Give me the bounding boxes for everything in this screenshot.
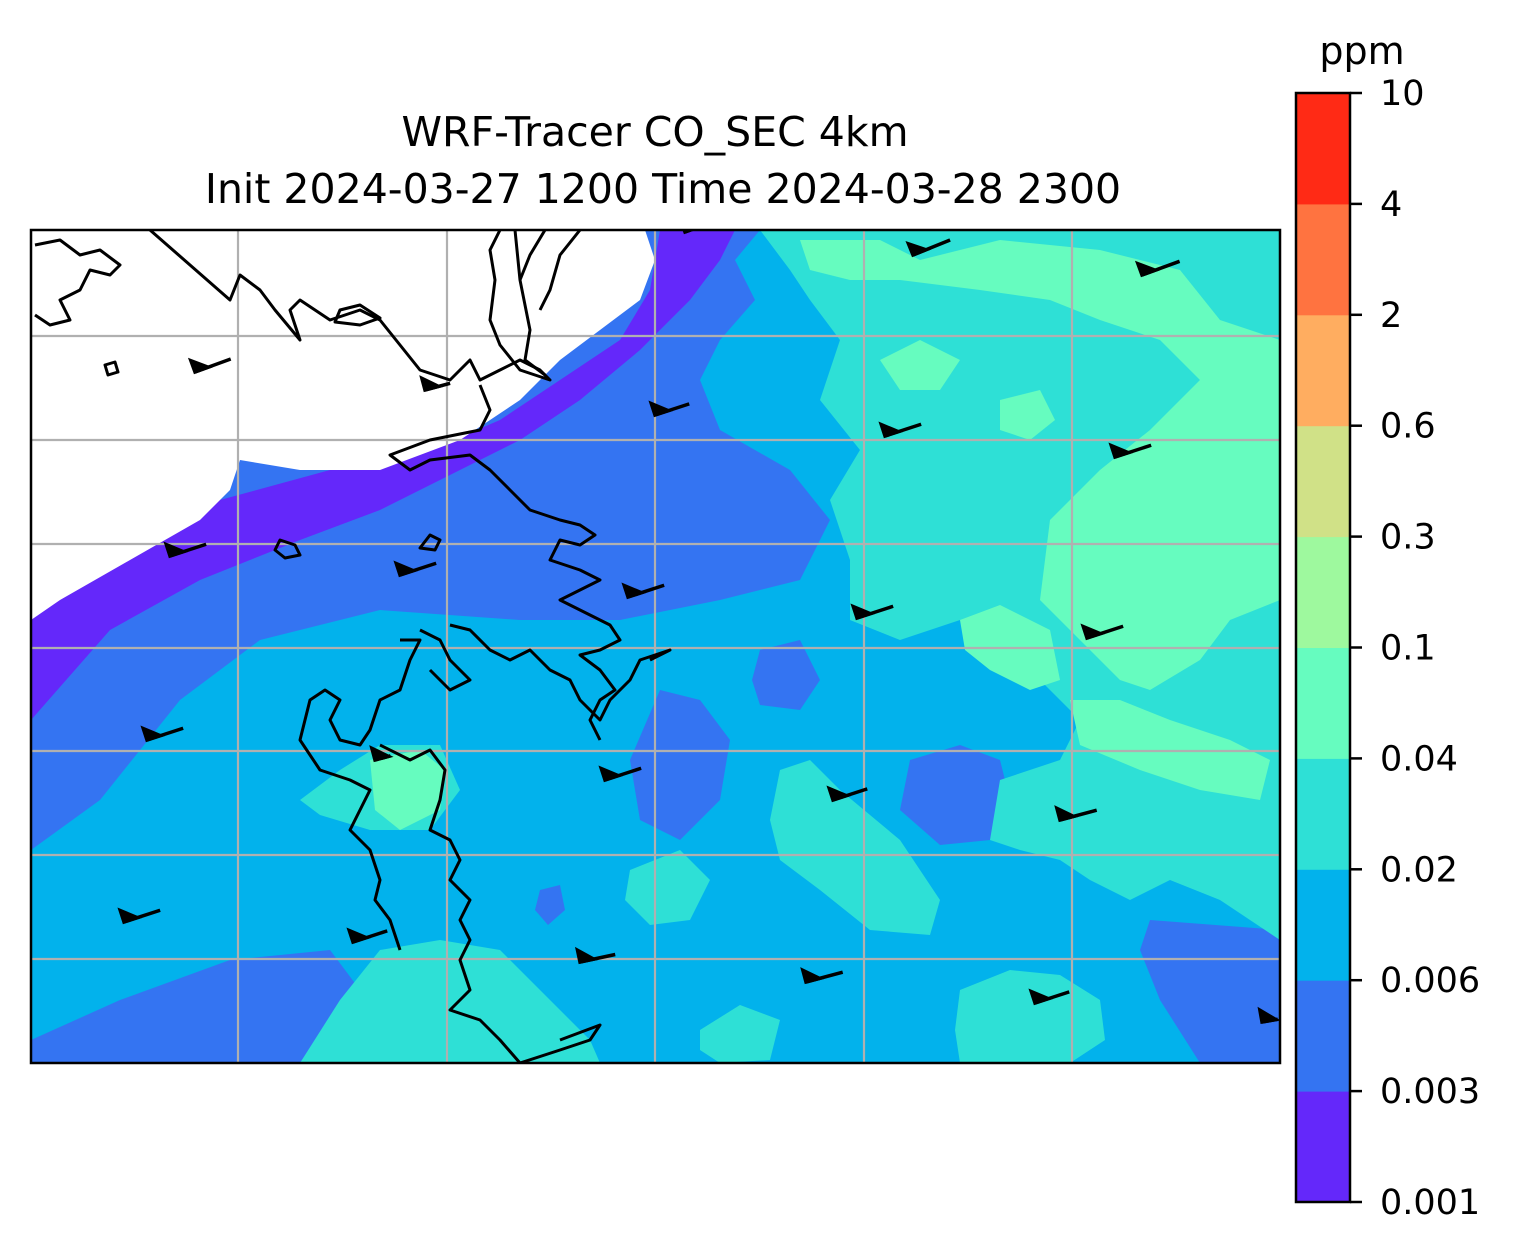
wind-barb — [369, 745, 394, 763]
colorbar-segment — [1296, 647, 1350, 759]
contour-0.02-small-a — [625, 850, 710, 925]
wind-barb — [1257, 1006, 1280, 1025]
colorbar-segment — [1296, 869, 1350, 981]
wind-barb — [826, 785, 868, 803]
contour-0.04-ne — [800, 240, 1280, 690]
wind-barb — [117, 907, 161, 925]
colorbar-tick-label: 0.3 — [1380, 518, 1436, 558]
wind-barb — [598, 765, 642, 783]
colorbar-tick-label: 0.6 — [1380, 407, 1436, 447]
gridlines — [31, 230, 1280, 1063]
contour-0.003-mid — [752, 640, 820, 710]
colorbar-segment — [1296, 536, 1350, 648]
contour-0.04-bay — [370, 750, 445, 830]
colorbar-segment — [1296, 980, 1350, 1092]
wind-barb — [163, 541, 207, 559]
wind-barb — [1080, 623, 1124, 641]
wind-barb — [905, 238, 951, 258]
contour-0.001-band — [31, 230, 735, 720]
no-data-region — [31, 230, 655, 620]
wind-barb — [800, 967, 844, 985]
colorbar-tick-label: 0.001 — [1380, 1183, 1480, 1223]
title-line1: WRF-Tracer CO_SEC 4km — [401, 108, 908, 156]
wind-barb — [878, 421, 922, 439]
colorbar-tick-label: 0.02 — [1380, 850, 1458, 890]
wind-barb — [850, 603, 894, 621]
colorbar-segment — [1296, 758, 1350, 870]
wind-barb — [1134, 259, 1181, 278]
wind-barb — [346, 927, 388, 945]
colorbar-segment — [1296, 425, 1350, 538]
colorbar-tick-label: 2 — [1380, 296, 1402, 336]
contour-0.003-small — [535, 885, 565, 925]
contour-0.003-east — [900, 745, 1010, 845]
colorbar-unit-label: ppm — [1319, 29, 1404, 73]
wind-barb — [187, 357, 232, 375]
colorbar — [1296, 93, 1350, 1203]
wind-barb — [1108, 442, 1152, 460]
colorbar-tick-label: 4 — [1380, 185, 1402, 225]
contour-0.02-south — [700, 1005, 780, 1063]
wind-barb — [140, 725, 184, 743]
wind-barb — [648, 400, 690, 418]
contour-0.04-small — [1000, 390, 1055, 440]
wind-barb — [575, 946, 616, 965]
wind-barbs — [117, 230, 1280, 1025]
colorbar-segment — [1296, 93, 1350, 205]
title-line2: Init 2024-03-27 1200 Time 2024-03-28 230… — [205, 165, 1121, 213]
map-frame — [29, 228, 1282, 1065]
contour-0.04-north — [880, 340, 960, 390]
contour-0.003-sw — [31, 950, 360, 1063]
contour-0.003-se — [1140, 920, 1280, 1063]
colorbar-segment — [1296, 1091, 1350, 1203]
contour-0.02-center — [770, 760, 940, 935]
colorbar-tick-label: 0.006 — [1380, 961, 1480, 1001]
wind-barb — [419, 375, 451, 393]
colorbar-segment — [1296, 314, 1350, 427]
wind-barb — [621, 582, 665, 600]
map-panel — [31, 230, 1280, 1063]
colorbar-tick-label: 0.1 — [1380, 629, 1436, 669]
wind-barb — [1054, 805, 1098, 823]
colorbar-ticks: 0.001 0.003 0.006 0.02 0.04 0.1 0.3 0.6 2 4 10 — [1350, 74, 1480, 1223]
wind-barb — [393, 560, 437, 578]
colorbar-tick-label: 10 — [1380, 74, 1425, 114]
coastlines — [34, 230, 672, 1063]
wind-barb — [1028, 988, 1070, 1006]
contour-0.02-sw — [300, 940, 600, 1063]
colorbar-tick-label: 0.04 — [1380, 739, 1458, 779]
colorbar-tick-label: 0.003 — [1380, 1072, 1480, 1112]
colorbar-segment — [1296, 203, 1350, 316]
